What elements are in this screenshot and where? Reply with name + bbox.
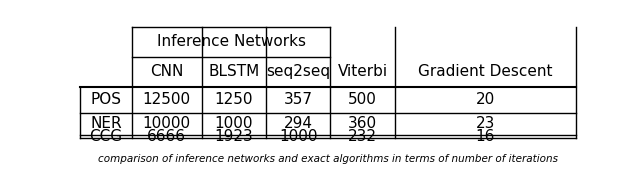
Text: Inference Networks: Inference Networks — [157, 34, 306, 49]
Text: 1000: 1000 — [214, 117, 253, 131]
Text: POS: POS — [90, 92, 122, 107]
Text: comparison of inference networks and exact algorithms in terms of number of iter: comparison of inference networks and exa… — [98, 154, 558, 164]
Text: 1923: 1923 — [214, 129, 253, 144]
Text: seq2seq: seq2seq — [266, 64, 330, 79]
Text: 232: 232 — [348, 129, 377, 144]
Text: 16: 16 — [476, 129, 495, 144]
Text: 23: 23 — [476, 117, 495, 131]
Text: Viterbi: Viterbi — [338, 64, 388, 79]
Text: Gradient Descent: Gradient Descent — [418, 64, 553, 79]
Text: 12500: 12500 — [143, 92, 191, 107]
Text: NER: NER — [90, 117, 122, 131]
Text: 20: 20 — [476, 92, 495, 107]
Text: 1000: 1000 — [279, 129, 317, 144]
Text: 500: 500 — [348, 92, 377, 107]
Text: 294: 294 — [284, 117, 313, 131]
Text: BLSTM: BLSTM — [208, 64, 259, 79]
Text: 357: 357 — [284, 92, 313, 107]
Text: 1250: 1250 — [214, 92, 253, 107]
Text: 6666: 6666 — [147, 129, 186, 144]
Text: CCG: CCG — [90, 129, 123, 144]
Text: 10000: 10000 — [143, 117, 191, 131]
Text: 360: 360 — [348, 117, 378, 131]
Text: CNN: CNN — [150, 64, 184, 79]
